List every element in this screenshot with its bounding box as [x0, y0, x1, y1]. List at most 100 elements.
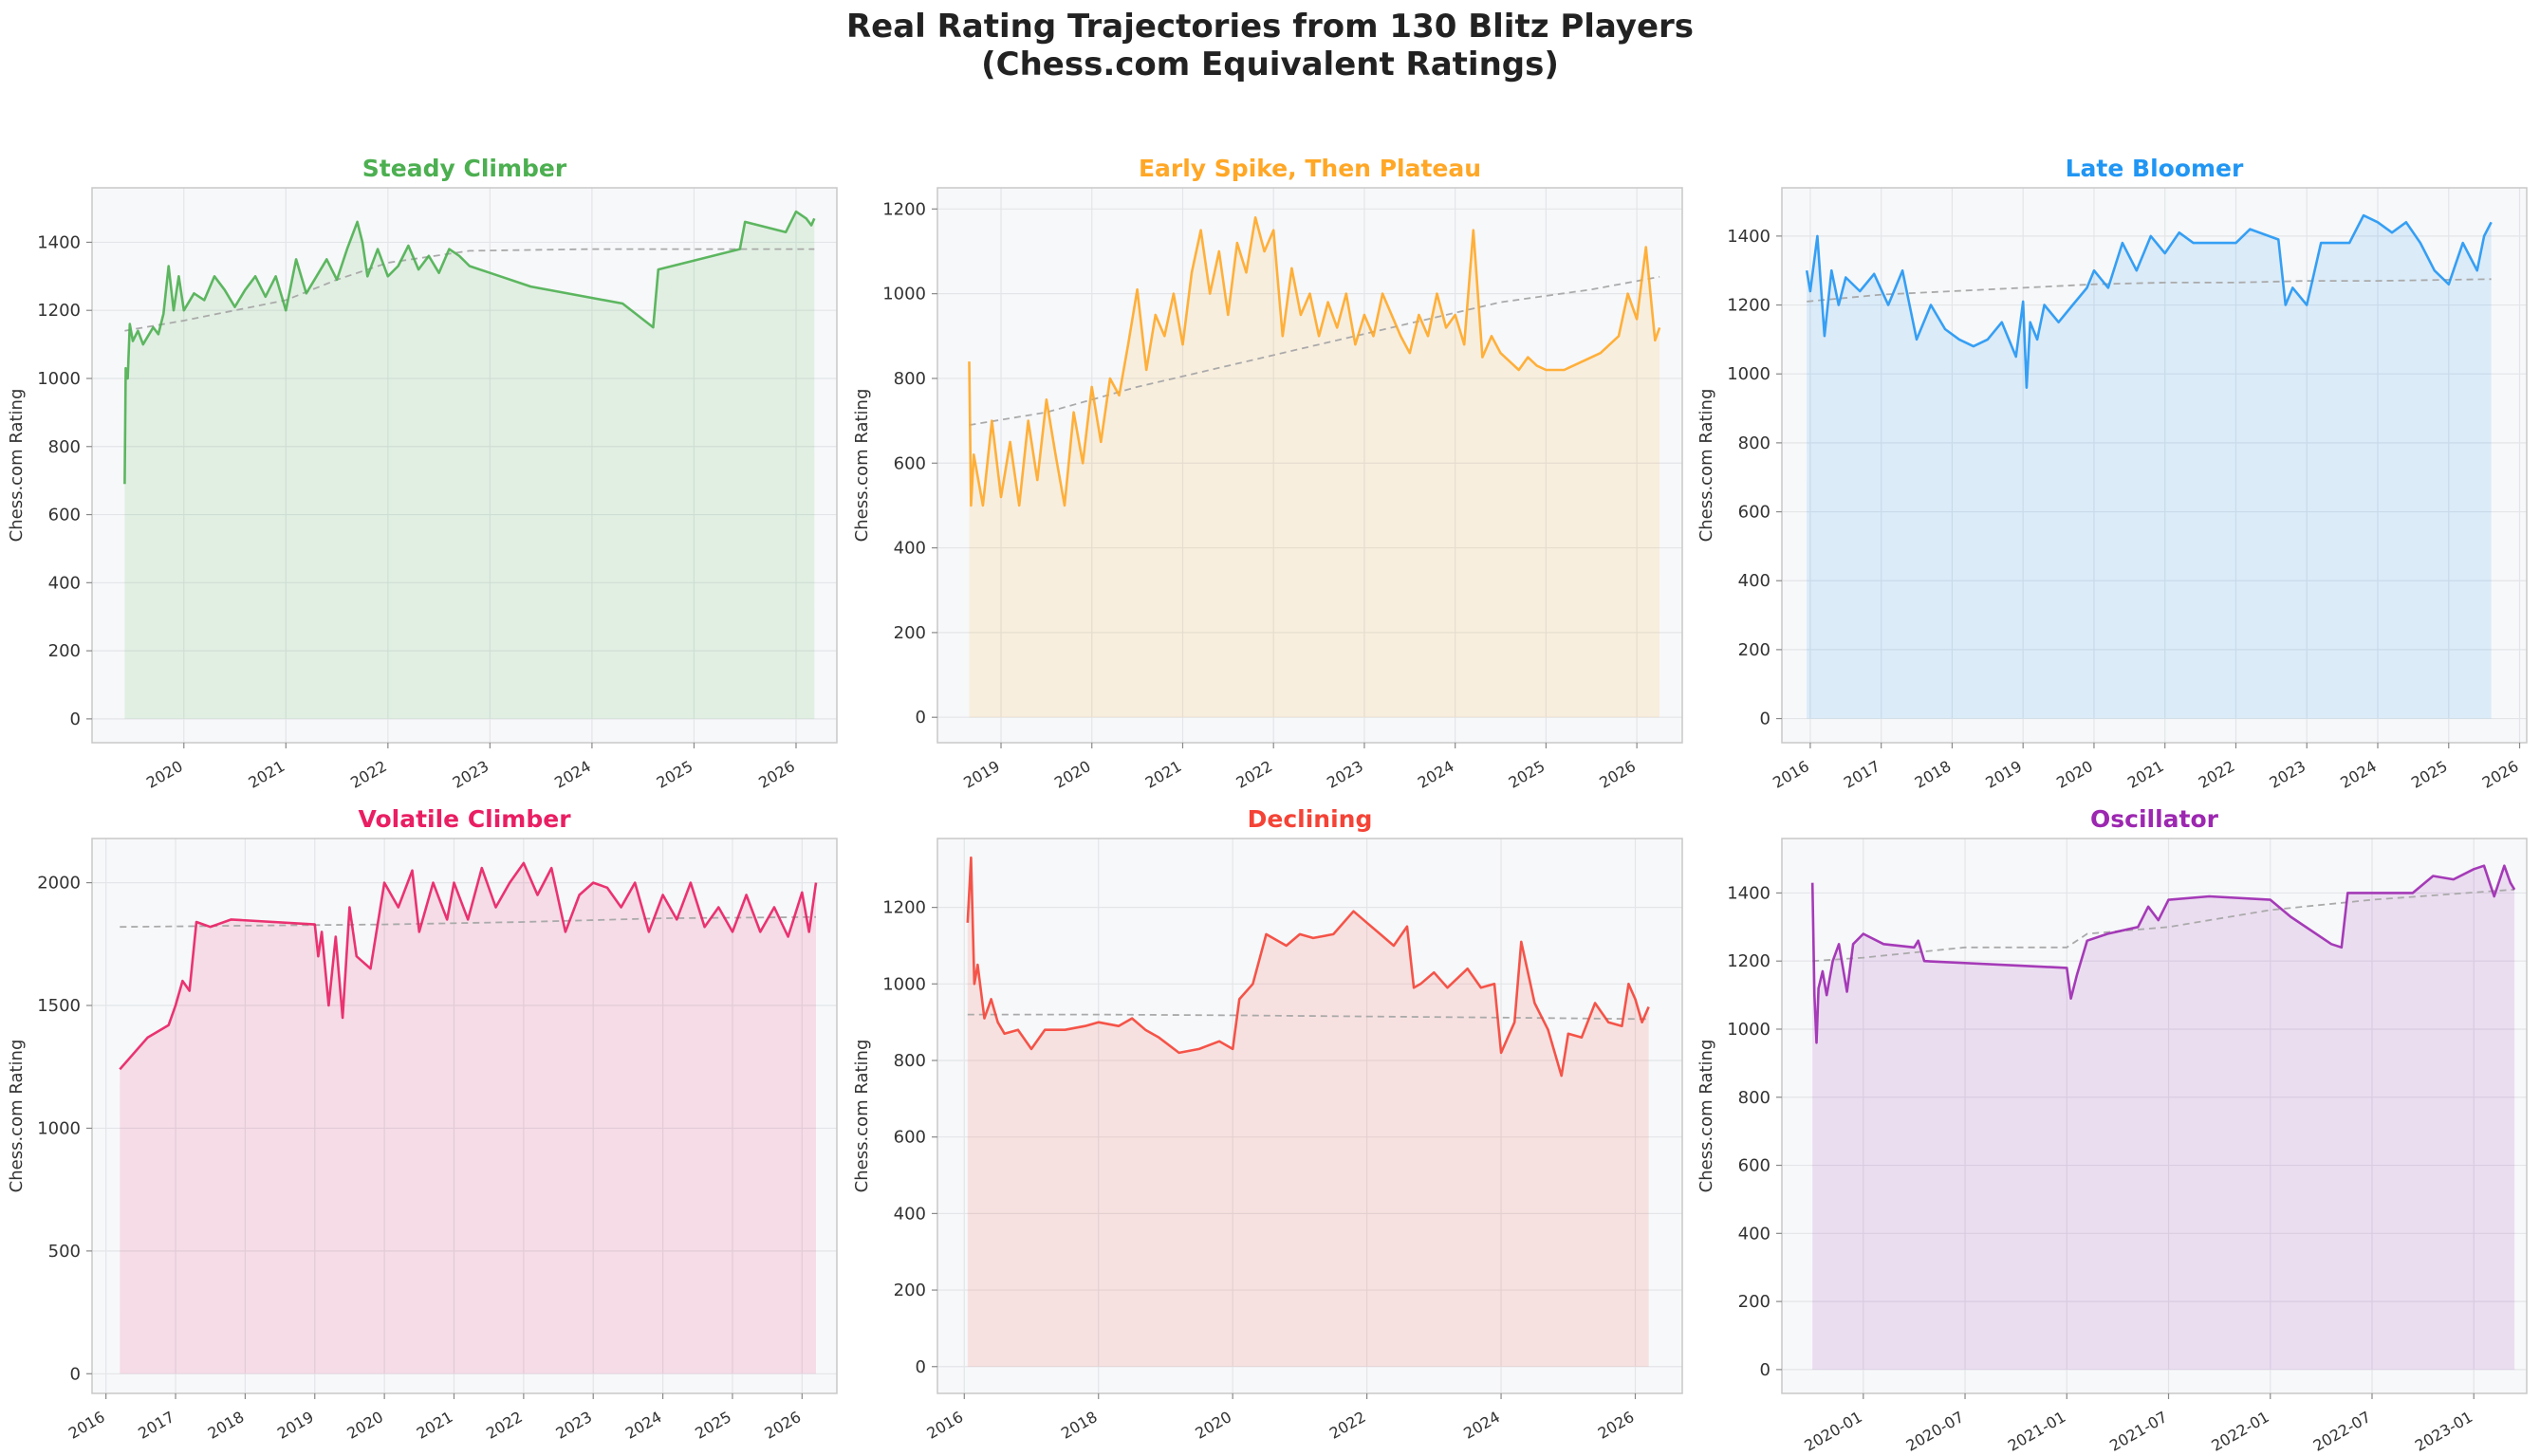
x-tick-label: 2026 — [2479, 757, 2522, 792]
plot-area — [1810, 864, 2516, 1370]
plot-frame — [936, 187, 1683, 744]
y-tick-label: 600 — [894, 453, 926, 473]
series-rating-line — [968, 216, 1661, 507]
plot-frame — [91, 187, 838, 744]
dashed-trend-line — [124, 248, 815, 332]
y-tick-label: 1000 — [37, 1118, 81, 1138]
figure-title-line-1: Real Rating Trajectories from 130 Blitz … — [845, 8, 1695, 46]
y-tick-label: 0 — [916, 1357, 926, 1377]
y-tick-label: 0 — [1760, 1360, 1771, 1380]
chart-title: Early Spike, Then Plateau — [1139, 155, 1481, 182]
chart-panel: 0 200 400 600 800 1000 1200 1400 2016 2017 2018 201… — [1696, 155, 2528, 792]
x-tick-label: 2017 — [135, 1408, 177, 1443]
x-tick-label: 2022 — [483, 1408, 526, 1443]
y-tick-label: 0 — [70, 710, 81, 729]
dashed-trend-line — [1812, 888, 2515, 963]
y-tick-label: 400 — [1738, 571, 1771, 591]
x-tick-label: 2020-01 — [1801, 1408, 1864, 1455]
dashed-trend-line — [967, 1013, 1649, 1021]
y-tick-label: 200 — [48, 641, 81, 661]
x-tick-label: 2024 — [622, 1408, 665, 1443]
y-tick-label: 0 — [1760, 710, 1771, 729]
x-tick-label: 2016 — [924, 1408, 967, 1443]
y-tick-label: 1500 — [37, 996, 81, 1016]
y-tick-label: 1000 — [1727, 1020, 1771, 1040]
x-tick-label: 2025 — [1506, 757, 1548, 792]
y-tick-label: 600 — [48, 506, 81, 525]
x-tick-label: 2020 — [1192, 1408, 1234, 1443]
y-tick-label: 800 — [894, 369, 926, 389]
chart-title: Declining — [1248, 805, 1373, 833]
chart-title: Volatile Climber — [358, 805, 571, 833]
series-rating-line — [1805, 213, 2493, 390]
x-tick-label: 2021 — [414, 1408, 456, 1443]
plot-area — [968, 216, 1661, 718]
figure-title-line-2: (Chess.com Equivalent Ratings) — [981, 46, 1559, 83]
y-tick-label: 600 — [894, 1128, 926, 1148]
x-tick-label: 2022 — [347, 757, 390, 792]
figure-title: Real Rating Trajectories from 130 Blitz … — [0, 8, 2540, 83]
plot-area — [119, 861, 818, 1374]
x-tick-label: 2024 — [551, 757, 594, 792]
y-tick-label: 2000 — [37, 874, 81, 894]
series-area-fill — [1812, 865, 2515, 1370]
y-tick-label: 1000 — [1727, 364, 1771, 384]
x-tick-label: 2020 — [143, 757, 186, 792]
y-tick-label: 0 — [70, 1364, 81, 1384]
x-tick-label: 2021 — [1142, 757, 1185, 792]
dashed-trend-line — [969, 275, 1660, 426]
x-tick-label: 2020 — [1051, 757, 1094, 792]
x-tick-label: 2020 — [343, 1408, 386, 1443]
chart-panel: 0 200 400 600 800 1000 1200 1400 2020-01 2020-07 2… — [1696, 805, 2528, 1455]
chart-title: Late Bloomer — [2066, 155, 2244, 182]
x-tick-label: 2025 — [2408, 757, 2451, 792]
plot-frame — [91, 838, 838, 1394]
x-tick-label: 2025 — [654, 757, 696, 792]
y-tick-label: 800 — [1738, 433, 1771, 453]
series-rating-line — [123, 210, 816, 485]
x-tick-label: 2022 — [1326, 1408, 1369, 1443]
x-tick-label: 2017 — [1841, 757, 1883, 792]
y-tick-label: 200 — [894, 1281, 926, 1300]
y-tick-label: 400 — [1738, 1224, 1771, 1244]
y-tick-label: 800 — [48, 437, 81, 457]
x-tick-label: 2023 — [552, 1408, 595, 1443]
chart-title: Steady Climber — [362, 155, 567, 182]
x-tick-label: 2021 — [2124, 757, 2167, 792]
y-tick-label: 1200 — [1727, 951, 1771, 971]
x-tick-label: 2023 — [1324, 757, 1366, 792]
x-tick-label: 2019 — [274, 1408, 317, 1443]
x-tick-label: 2018 — [205, 1408, 248, 1443]
y-tick-label: 400 — [48, 573, 81, 593]
y-tick-label: 1200 — [1727, 296, 1771, 316]
y-tick-label: 400 — [894, 1204, 926, 1224]
x-tick-label: 2026 — [755, 757, 798, 792]
series-rating-line — [966, 856, 1650, 1078]
x-tick-label: 2023 — [2266, 757, 2308, 792]
x-tick-label: 2023-01 — [2412, 1408, 2475, 1455]
x-tick-label: 2022 — [2196, 757, 2238, 792]
y-tick-label: 200 — [1738, 1292, 1771, 1312]
series-area-fill — [1807, 215, 2492, 719]
y-tick-label: 400 — [894, 539, 926, 559]
chart-panel: 0 200 400 600 800 1000 1200 2019 2020 2021 2022 202… — [852, 155, 1683, 792]
dashed-trend-line — [120, 915, 817, 929]
x-tick-label: 2021-01 — [2005, 1408, 2068, 1455]
series-area-fill — [120, 862, 817, 1374]
y-tick-label: 1000 — [882, 285, 926, 304]
plot-frame — [936, 838, 1683, 1394]
y-axis-label: Chess.com Rating — [852, 389, 872, 543]
x-tick-label: 2024 — [2337, 757, 2380, 792]
x-tick-label: 2022-01 — [2208, 1408, 2271, 1455]
x-tick-label: 2024 — [1460, 1408, 1503, 1443]
y-tick-label: 600 — [1738, 503, 1771, 523]
x-tick-label: 2024 — [1415, 757, 1457, 792]
x-tick-label: 2026 — [1596, 757, 1639, 792]
x-tick-label: 2022 — [1233, 757, 1275, 792]
x-tick-label: 2016 — [1770, 757, 1812, 792]
y-tick-label: 1200 — [37, 301, 81, 321]
x-tick-label: 2026 — [1595, 1408, 1638, 1443]
series-rating-line — [1810, 864, 2516, 1044]
plot-frame — [1781, 838, 2528, 1394]
y-axis-label: Chess.com Rating — [852, 1040, 872, 1193]
